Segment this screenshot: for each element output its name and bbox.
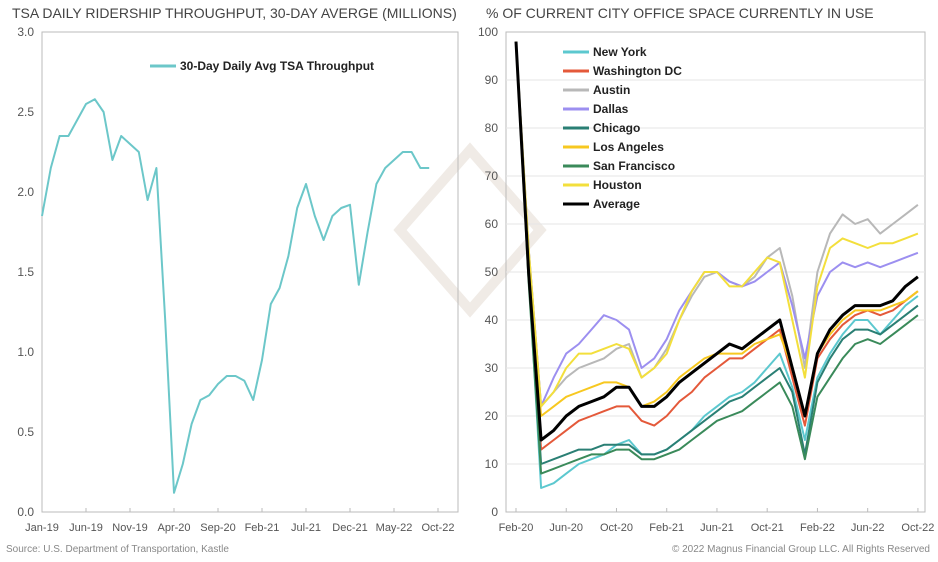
office-y-tick-label: 60	[485, 217, 499, 231]
office-y-tick-label: 90	[485, 73, 499, 87]
office-legend-label: Average	[593, 197, 640, 211]
office-series-new-york	[515, 41, 919, 489]
office-series-average	[514, 41, 919, 442]
office-series-los-angeles	[515, 41, 919, 417]
tsa-x-tick-label: Jun-19	[69, 522, 103, 534]
tsa-x-tick-label: Jan-19	[25, 522, 59, 534]
tsa-legend-label: 30-Day Daily Avg TSA Throughput	[180, 59, 374, 73]
office-series-chicago	[515, 41, 919, 465]
office-y-tick-label: 20	[485, 409, 499, 423]
tsa-y-tick-label: 2.5	[17, 105, 34, 119]
office-y-tick-label: 30	[485, 361, 499, 375]
office-x-tick-label: Feb-20	[499, 522, 534, 534]
office-legend-label: Dallas	[593, 102, 629, 116]
tsa-x-tick-label: Dec-21	[332, 522, 367, 534]
office-y-tick-label: 40	[485, 313, 499, 327]
office-y-tick-label: 70	[485, 169, 499, 183]
copyright-note: © 2022 Magnus Financial Group LLC. All R…	[671, 544, 930, 555]
office-x-tick-label: Jun-22	[851, 522, 885, 534]
office-series-washington-dc	[515, 41, 919, 451]
office-y-tick-label: 50	[485, 265, 499, 279]
office-x-tick-label: Oct-21	[751, 522, 784, 534]
office-x-tick-label: Feb-22	[800, 522, 835, 534]
tsa-plot-frame	[41, 31, 459, 513]
left-chart-title: TSA DAILY RIDERSHIP THROUGHPUT, 30-DAY A…	[12, 5, 457, 21]
tsa-x-tick-label: Sep-20	[200, 522, 235, 534]
office-x-tick-label: Oct-20	[600, 522, 633, 534]
tsa-y-tick-label: 3.0	[17, 25, 34, 39]
right-chart-title: % OF CURRENT CITY OFFICE SPACE CURRENTLY…	[486, 5, 874, 21]
office-series-houston	[515, 41, 919, 408]
tsa-y-tick-label: 0.5	[17, 425, 34, 439]
tsa-y-tick-label: 1.5	[17, 265, 34, 279]
office-x-tick-label: Jun-20	[549, 522, 583, 534]
tsa-x-tick-label: Jul-21	[291, 522, 321, 534]
office-legend-label: Austin	[593, 83, 630, 97]
tsa-x-tick-label: Apr-20	[157, 522, 190, 534]
tsa-x-tick-label: Feb-21	[245, 522, 280, 534]
office-legend-label: Washington DC	[593, 64, 682, 78]
office-legend-label: San Francisco	[593, 159, 675, 173]
office-legend-label: Chicago	[593, 121, 640, 135]
watermark-logo	[393, 142, 547, 318]
office-y-tick-label: 100	[478, 25, 498, 39]
office-y-tick-label: 10	[485, 457, 499, 471]
tsa-y-tick-label: 2.0	[17, 185, 34, 199]
tsa-x-tick-label: Oct-22	[421, 522, 454, 534]
tsa-x-tick-label: May-22	[376, 522, 413, 534]
office-x-tick-label: Feb-21	[649, 522, 684, 534]
office-x-tick-label: Oct-22	[901, 522, 934, 534]
tsa-x-tick-label: Nov-19	[112, 522, 147, 534]
tsa-series-30-day-daily-avg-tsa-throughput	[41, 98, 430, 494]
office-legend-label: New York	[593, 45, 647, 59]
tsa-y-tick-label: 0.0	[17, 505, 34, 519]
source-note: Source: U.S. Department of Transportatio…	[6, 544, 229, 555]
office-legend-label: Houston	[593, 178, 642, 192]
office-series-san-francisco	[515, 41, 919, 475]
office-legend-label: Los Angeles	[593, 140, 664, 154]
tsa-y-tick-label: 1.0	[17, 345, 34, 359]
office-x-tick-label: Jun-21	[700, 522, 734, 534]
office-y-tick-label: 80	[485, 121, 499, 135]
office-y-tick-label: 0	[491, 505, 498, 519]
